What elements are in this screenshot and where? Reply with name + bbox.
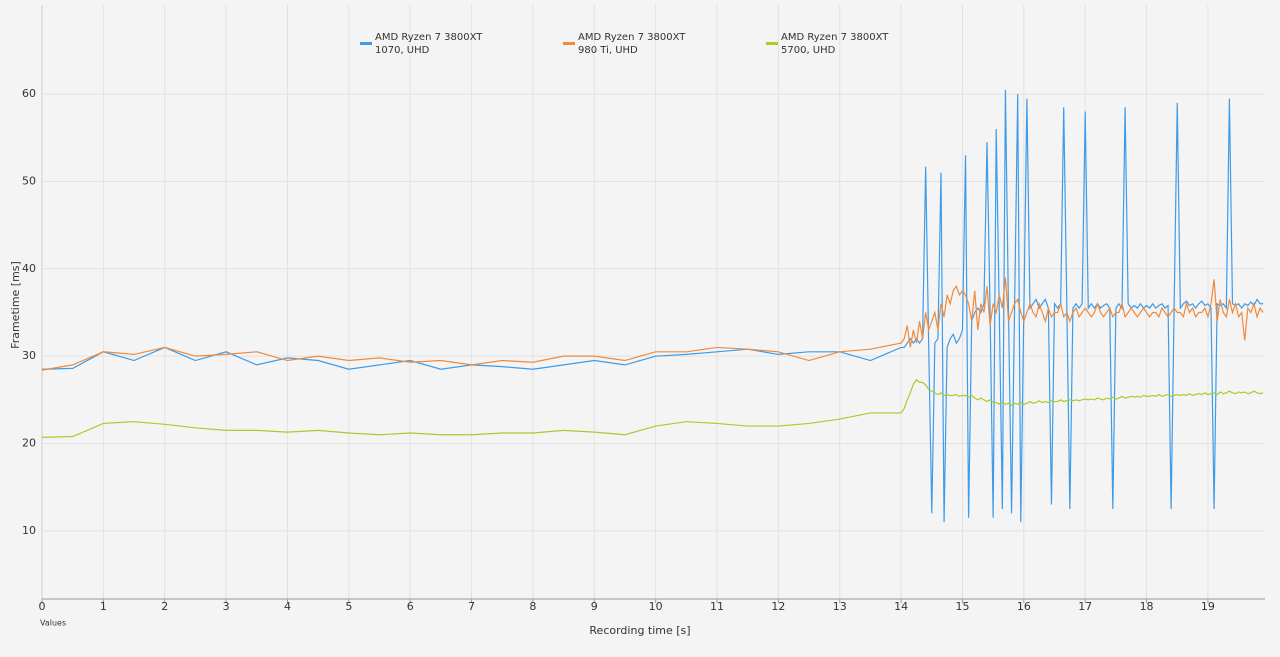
y-tick-label: 20 [22,437,36,450]
x-tick-label: 19 [1201,600,1215,613]
x-tick-label: 3 [223,600,230,613]
x-tick-label: 10 [649,600,663,613]
x-tick-label: 2 [161,600,168,613]
legend-label: AMD Ryzen 7 3800XT 5700, UHD [781,32,889,56]
y-tick-label: 30 [22,349,36,362]
x-axis-sublabel: Values [40,619,66,628]
x-tick-label: 7 [468,600,475,613]
legend-swatch [766,42,778,45]
x-tick-label: 9 [591,600,598,613]
x-tick-label: 11 [710,600,724,613]
x-axis-title: Recording time [s] [589,624,690,637]
x-tick-label: 16 [1017,600,1031,613]
x-tick-label: 5 [345,600,352,613]
legend-label: AMD Ryzen 7 3800XT 1070, UHD [375,32,483,56]
x-tick-label: 0 [39,600,46,613]
y-tick-label: 40 [22,262,36,275]
legend-swatch [563,42,575,45]
x-tick-label: 12 [771,600,785,613]
y-tick-label: 10 [22,524,36,537]
x-tick-label: 18 [1140,600,1154,613]
x-tick-label: 8 [529,600,536,613]
y-tick-label: 60 [22,87,36,100]
series-line [41,89,1264,523]
y-axis-title: Frametime [ms] [9,261,22,349]
legend-swatch [360,42,372,45]
x-tick-label: 1 [100,600,107,613]
y-tick-label: 50 [22,174,36,187]
x-tick-label: 17 [1078,600,1092,613]
series-line [41,378,1264,438]
x-tick-label: 15 [955,600,969,613]
series-line [41,277,1264,371]
x-tick-label: 13 [833,600,847,613]
x-tick-label: 6 [407,600,414,613]
x-tick-label: 4 [284,600,291,613]
x-tick-label: 14 [894,600,908,613]
legend-label: AMD Ryzen 7 3800XT 980 Ti, UHD [578,32,686,56]
